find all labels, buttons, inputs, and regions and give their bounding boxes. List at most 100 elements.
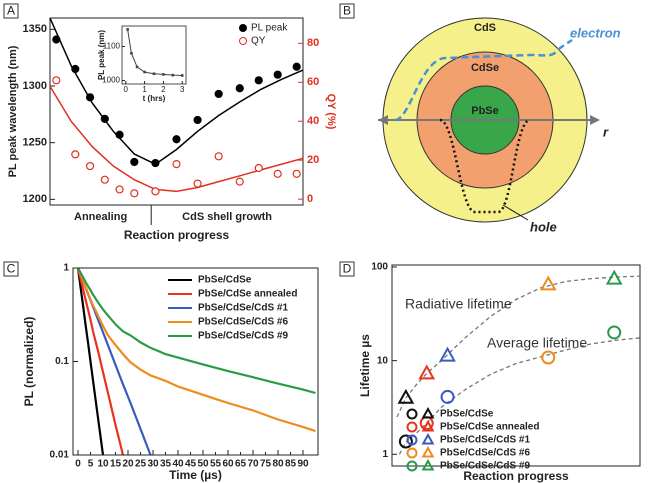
y-tick-label: 1: [63, 263, 69, 274]
data-point: [53, 36, 60, 43]
legend-label: PbSe/CdSe/CdS #9: [198, 331, 288, 342]
data-point: [215, 153, 222, 160]
data-point: [72, 151, 79, 158]
electron-label: electron: [570, 25, 621, 40]
x-tick-label: 10: [97, 459, 109, 470]
y-tick-label: 0.01: [50, 450, 70, 461]
panel-label: C: [7, 262, 16, 276]
data-point: [215, 90, 222, 97]
y-tick-label: 0.1: [55, 356, 69, 367]
x-tick-label: 0: [75, 459, 81, 470]
legend-marker: [423, 435, 433, 444]
inset-point: [181, 74, 184, 77]
data-point: [87, 163, 94, 170]
data-point: [194, 117, 201, 124]
y-tick-label: 1250: [23, 137, 47, 149]
legend-label: PbSe/CdSe/CdS #6: [198, 317, 288, 328]
data-point: [116, 186, 123, 193]
panel-label: B: [343, 4, 351, 18]
x-tick-label: 90: [297, 459, 309, 470]
legend-marker: [408, 449, 417, 458]
data-point: [236, 178, 243, 185]
x-axis-label: Time (µs): [169, 468, 222, 482]
data-point: [542, 278, 555, 290]
legend-label: PL peak: [251, 23, 288, 34]
data-point: [293, 63, 300, 70]
data-point: [255, 164, 262, 171]
inset-x-tick-label: 3: [180, 85, 185, 94]
inset-x-label: t (hrs): [143, 94, 166, 103]
data-point: [101, 176, 108, 183]
series-annotation: Radiative lifetime: [405, 296, 512, 312]
data-point: [131, 190, 138, 197]
y2-tick-label: 60: [307, 76, 319, 88]
x-tick-label: 75: [260, 459, 272, 470]
inset-y-label: PL peak (nm): [97, 30, 106, 80]
data-point: [608, 326, 620, 338]
y-tick-label: 1: [382, 449, 388, 460]
data-point: [194, 180, 201, 187]
legend-label: PbSe/CdSe/CdS #1: [198, 303, 288, 314]
axis-label: r: [603, 124, 609, 139]
y-tick-label: 1200: [23, 193, 47, 205]
legend-marker: [240, 25, 247, 32]
y2-tick-label: 0: [307, 193, 313, 205]
data-point: [173, 161, 180, 168]
data-point: [131, 158, 138, 165]
x-axis-label: Reaction progress: [463, 469, 569, 483]
data-point: [442, 391, 454, 403]
x-axis-label: Reaction progress: [124, 228, 230, 242]
legend-label: PbSe/CdSe annealed: [440, 422, 539, 433]
legend-marker: [408, 423, 417, 432]
legend-marker: [408, 410, 417, 419]
x-tick-label: 60: [222, 459, 234, 470]
inset-point: [126, 28, 129, 31]
inset-point: [143, 71, 146, 74]
x-tick-label: 20: [122, 459, 134, 470]
legend-marker: [423, 461, 433, 470]
data-point: [101, 115, 108, 122]
series-line: [78, 268, 103, 455]
x-tick-label: 70: [247, 459, 259, 470]
inset-x-tick-label: 1: [142, 85, 147, 94]
x-tick-label: 65: [235, 459, 247, 470]
panel-label: A: [7, 4, 15, 18]
legend-label: PbSe/CdSe: [440, 409, 494, 420]
arrow-head: [590, 115, 600, 125]
data-point: [173, 136, 180, 143]
core-label: PbSe: [471, 105, 499, 117]
inset-point: [162, 73, 165, 76]
inset-point: [136, 66, 139, 69]
legend-label: QY: [251, 36, 266, 47]
y-axis-label: PL peak wavelength (nm): [7, 45, 19, 177]
legend-label: PbSe/CdSe/CdS #1: [440, 435, 530, 446]
inner-shell-label: CdSe: [471, 62, 499, 74]
inset-x-tick-label: 2: [161, 85, 166, 94]
y-tick-label: 1300: [23, 80, 47, 92]
y-tick-label: 1350: [23, 23, 47, 35]
shell-label: CdS: [474, 22, 496, 34]
inset-x-tick-label: 0: [124, 85, 129, 94]
data-point: [87, 94, 94, 101]
group-label: CdS shell growth: [182, 211, 272, 223]
y-axis-label: Lifetime µs: [358, 334, 372, 397]
x-tick-label: 25: [135, 459, 147, 470]
data-point: [152, 188, 159, 195]
x-tick-label: 5: [88, 459, 94, 470]
data-point: [274, 71, 281, 78]
y-tick-label: 100: [371, 262, 388, 273]
legend-label: PbSe/CdSe annealed: [198, 289, 297, 300]
y2-tick-label: 40: [307, 115, 319, 127]
y-tick-label: 10: [377, 355, 389, 366]
x-tick-label: 30: [147, 459, 159, 470]
data-point: [53, 77, 60, 84]
legend-label: PbSe/CdSe/CdS #6: [440, 448, 530, 459]
x-tick-label: 80: [272, 459, 284, 470]
legend-marker: [423, 409, 433, 418]
legend-label: PbSe/CdSe: [198, 275, 252, 286]
data-point: [420, 366, 433, 378]
inset-point: [153, 72, 156, 75]
panel-b: B CdS CdSe PbSe electron hole r: [340, 4, 621, 235]
inset-point: [130, 52, 133, 55]
data-point: [152, 160, 159, 167]
